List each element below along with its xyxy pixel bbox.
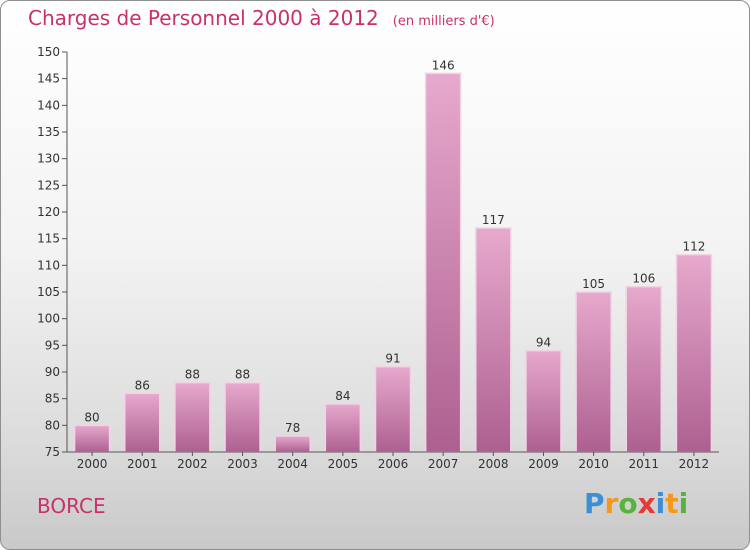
y-tick-label-120: 120 bbox=[37, 205, 60, 219]
x-tick-label-2012: 2012 bbox=[679, 457, 710, 471]
data-label-2012: 112 bbox=[682, 240, 705, 254]
x-tick-label-2002: 2002 bbox=[177, 457, 208, 471]
y-tick-label-75: 75 bbox=[45, 445, 60, 459]
x-tick-label-2010: 2010 bbox=[578, 457, 609, 471]
bar-2009 bbox=[525, 349, 562, 453]
data-label-2009: 94 bbox=[536, 336, 551, 350]
data-label-2007: 146 bbox=[432, 58, 455, 72]
x-tick-label-2008: 2008 bbox=[478, 457, 509, 471]
bar-2003 bbox=[224, 381, 261, 453]
logo-letter: i bbox=[655, 487, 666, 520]
logo-letter: t bbox=[665, 487, 679, 520]
y-tick-label-135: 135 bbox=[37, 125, 60, 139]
x-tick-label-2000: 2000 bbox=[77, 457, 108, 471]
y-tick-label-125: 125 bbox=[37, 178, 60, 192]
chart-title: Charges de Personnel 2000 à 2012 (en mill… bbox=[28, 6, 495, 30]
commune-name: BORCE bbox=[37, 494, 106, 518]
y-tick-label-150: 150 bbox=[37, 45, 60, 59]
y-tick-label-130: 130 bbox=[37, 152, 60, 166]
y-tick-label-90: 90 bbox=[45, 365, 60, 379]
data-label-2008: 117 bbox=[482, 213, 505, 227]
axes-layer: 2000 2001 2002 2003 2004 2005 2006 2007 2008 2009… bbox=[37, 45, 719, 471]
x-tick-label-2004: 2004 bbox=[277, 457, 308, 471]
data-label-2010: 105 bbox=[582, 277, 605, 291]
data-label-2001: 86 bbox=[135, 378, 150, 392]
data-label-2005: 84 bbox=[335, 389, 350, 403]
logo-letter: o bbox=[618, 487, 638, 520]
y-tick-label-80: 80 bbox=[45, 418, 60, 432]
y-tick-label-95: 95 bbox=[45, 338, 60, 352]
data-label-2011: 106 bbox=[632, 272, 655, 286]
x-tick-label-2001: 2001 bbox=[127, 457, 158, 471]
data-label-2006: 91 bbox=[385, 352, 400, 366]
x-tick-label-2006: 2006 bbox=[378, 457, 409, 471]
x-tick-label-2003: 2003 bbox=[227, 457, 258, 471]
title-text: Charges de Personnel 2000 à 2012 bbox=[28, 6, 379, 30]
data-label-2003: 88 bbox=[235, 368, 250, 382]
x-tick-label-2011: 2011 bbox=[628, 457, 659, 471]
bars-layer: 80 86 88 88 78 84 91 146 117 94 105 106 112 bbox=[73, 58, 713, 453]
y-tick-label-85: 85 bbox=[45, 392, 60, 406]
logo-letter: P bbox=[584, 487, 605, 520]
data-label-2002: 88 bbox=[185, 368, 200, 382]
y-tick-label-145: 145 bbox=[37, 72, 60, 86]
bar-2004 bbox=[274, 435, 311, 453]
logo-letter: r bbox=[604, 487, 619, 520]
data-label-2004: 78 bbox=[285, 421, 300, 435]
bar-2001 bbox=[123, 392, 161, 453]
proxiti-logo: Proxiti bbox=[584, 487, 688, 520]
subtitle-text: (en milliers d'€) bbox=[392, 14, 495, 29]
bar-2002 bbox=[174, 381, 211, 453]
y-tick-label-115: 115 bbox=[37, 232, 60, 246]
logo-letter: x bbox=[637, 487, 656, 520]
bar-2006 bbox=[374, 365, 412, 453]
bar-2012 bbox=[675, 253, 713, 453]
bar-2007 bbox=[424, 72, 462, 453]
bar-2008 bbox=[475, 227, 512, 453]
bar-2000 bbox=[73, 424, 111, 453]
y-tick-label-140: 140 bbox=[37, 98, 60, 112]
x-tick-label-2007: 2007 bbox=[428, 457, 459, 471]
logo-letter: i bbox=[678, 487, 689, 520]
y-tick-label-100: 100 bbox=[37, 312, 60, 326]
bar-2010 bbox=[575, 291, 612, 453]
bar-2005 bbox=[324, 403, 362, 453]
bar-2011 bbox=[625, 285, 663, 453]
y-tick-label-105: 105 bbox=[37, 285, 60, 299]
y-tick-label-110: 110 bbox=[37, 258, 60, 272]
x-tick-label-2009: 2009 bbox=[528, 457, 559, 471]
x-tick-label-2005: 2005 bbox=[328, 457, 359, 471]
data-label-2000: 80 bbox=[84, 410, 99, 424]
